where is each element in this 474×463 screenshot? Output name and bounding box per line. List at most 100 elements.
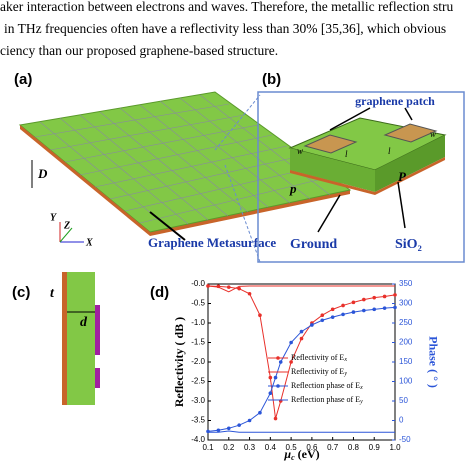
point <box>341 303 345 308</box>
y-tick-label: -3.5 <box>191 416 205 425</box>
patch-grid <box>34 94 331 229</box>
x-tick-label: 0.9 <box>369 443 381 452</box>
point <box>258 313 262 318</box>
ground-layer <box>62 272 67 405</box>
point <box>289 360 293 364</box>
legend-name: Reflection phase of E <box>291 395 360 404</box>
caption: Graphene Metasurface <box>148 235 276 250</box>
x-axis-title-part: (eV) <box>295 447 320 461</box>
y2-tick-label: 100 <box>399 377 413 386</box>
axis-letter: Y <box>50 212 57 223</box>
y2-tick-label: 50 <box>399 396 408 405</box>
y-tick-label: -0.5 <box>191 299 205 308</box>
legend-name: Reflectivity of E <box>291 367 344 376</box>
series-line <box>207 285 395 293</box>
legend-sub: x <box>359 385 363 391</box>
pointer <box>317 194 341 233</box>
panel-label: (d) <box>150 284 169 301</box>
legend-sub: y <box>343 371 347 377</box>
legend-name: Reflectivity of E <box>291 353 344 362</box>
dimension-label: w <box>430 129 436 139</box>
point <box>247 291 252 296</box>
pointer <box>149 211 186 241</box>
y-tick-label: -1.0 <box>191 318 205 327</box>
unit-cell-side <box>375 135 445 192</box>
graphene-patch <box>303 134 358 154</box>
y2-tick-label: 250 <box>399 318 413 327</box>
x-tick-label: 0.4 <box>265 443 277 452</box>
legend-label: Reflectivity of Ex <box>291 353 347 364</box>
dimension-label: t <box>50 286 55 301</box>
y2-tick-label: 0 <box>399 416 404 425</box>
x-tick-label: 0.5 <box>286 443 298 452</box>
axes-icon <box>59 222 84 243</box>
x-tick-label: 0.3 <box>244 443 256 452</box>
dimension-label: D <box>37 166 48 181</box>
annotation: Ground <box>290 237 337 252</box>
point <box>226 285 231 289</box>
x-tick-label: 0.7 <box>327 443 339 452</box>
legend-label: Reflectivity of Ey <box>291 367 347 378</box>
point <box>382 294 387 299</box>
y2-tick-label: 350 <box>399 279 413 288</box>
graphene-layer <box>95 305 100 355</box>
point <box>320 318 325 323</box>
text-line: aker interaction between electrons and w… <box>0 0 454 14</box>
legend-name: Reflection phase of E <box>291 381 360 390</box>
dimension-label: d <box>80 315 88 330</box>
point <box>310 323 314 327</box>
x-tick-label: 0.1 <box>202 443 214 452</box>
chart: 0.1 0.2 0.3 0.4 0.5 0.6 0.7 0.8 0.9 1.0 -4.0 -3.5 -3… <box>172 279 441 462</box>
y-tick-label: -1.5 <box>191 338 205 347</box>
point <box>226 426 231 431</box>
unit-cell-front <box>290 148 375 192</box>
point <box>247 418 252 423</box>
plate-edge <box>20 125 150 236</box>
y-tick-label: -2.5 <box>191 377 205 386</box>
y-tick-label: -3.0 <box>191 396 205 405</box>
point <box>268 391 273 396</box>
annotation: SiO₂ <box>395 237 422 252</box>
point <box>299 329 304 334</box>
point <box>393 293 397 297</box>
pointer <box>329 107 371 131</box>
dimension-label: p <box>289 181 297 196</box>
point <box>330 307 335 312</box>
x-tick-label: 0.2 <box>223 443 235 452</box>
zoom-line <box>224 164 261 263</box>
point <box>273 375 278 380</box>
pointer <box>397 181 406 229</box>
point <box>382 306 387 310</box>
y2-axis-title: Phase ( ° ) <box>426 336 440 388</box>
x-tick-label: 0.8 <box>348 443 360 452</box>
point <box>372 295 377 300</box>
legend-sub: x <box>343 357 347 363</box>
dimension-label: l <box>388 146 391 156</box>
point <box>330 315 335 319</box>
plot-frame <box>207 283 396 441</box>
point <box>258 410 262 415</box>
point <box>299 336 304 341</box>
point <box>237 286 241 291</box>
legend-label: Reflection phase of Ex <box>291 381 363 392</box>
x-axis-title: μc (eV) <box>283 447 319 462</box>
y2-tick-label: 200 <box>399 338 413 347</box>
axis-letter: X <box>85 237 93 248</box>
annotation: graphene patch <box>355 94 435 108</box>
x-tick-label: 0.6 <box>306 443 318 452</box>
point <box>237 423 241 427</box>
y2-tick-label: 300 <box>399 299 413 308</box>
y2-tick-label: -50 <box>399 435 411 444</box>
point <box>320 313 325 318</box>
dimension-label: l <box>345 149 348 159</box>
point <box>351 310 356 314</box>
y-tick-label: -2.0 <box>191 357 205 366</box>
point <box>216 428 221 433</box>
dimension-label: w <box>297 146 303 156</box>
y-axis-title: Reflectivity ( dB ) <box>172 317 186 407</box>
text-line: ciency than our proposed graphene-based … <box>0 43 278 58</box>
point <box>351 300 356 305</box>
pointer <box>404 107 413 121</box>
point <box>278 360 283 364</box>
